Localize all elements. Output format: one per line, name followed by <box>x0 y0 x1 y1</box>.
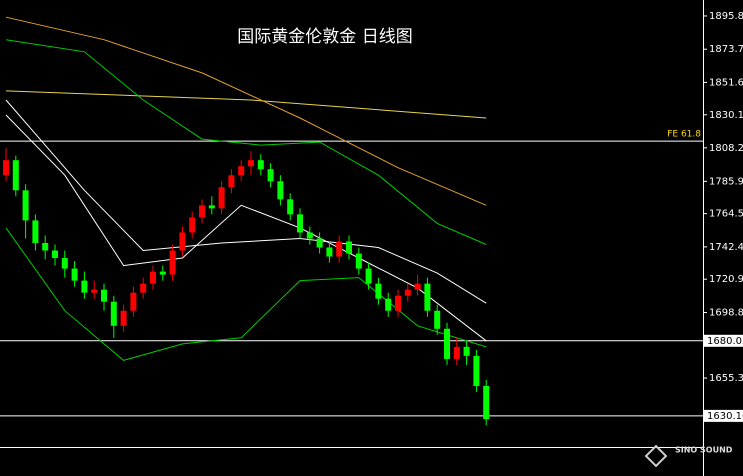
candle-body <box>424 283 431 311</box>
y-tick-label: 1764.50 <box>709 209 743 220</box>
annotation: FE 61.8 <box>667 130 701 140</box>
candle-body <box>287 199 294 215</box>
logo: SINO SOUND <box>675 446 733 455</box>
candle-body <box>228 175 235 188</box>
candle-body <box>267 169 274 182</box>
candle-body <box>61 258 68 269</box>
overlay-line <box>5 99 487 304</box>
candle-body <box>297 214 303 233</box>
chart-title: 国际黄金伦敦金 日线图 <box>237 27 412 47</box>
candle-body <box>218 187 225 209</box>
candle-body <box>404 289 411 296</box>
candle-body <box>42 242 49 251</box>
candle-body <box>306 232 313 239</box>
candle-body <box>81 280 88 293</box>
candle-body <box>91 289 98 293</box>
price-label: 1630.16 <box>707 411 743 422</box>
overlay-line <box>5 39 487 245</box>
candle-body <box>199 205 205 218</box>
candle-body <box>385 298 392 311</box>
candle-body <box>3 160 9 176</box>
candle-body <box>52 250 58 259</box>
y-tick-label: 1720.95 <box>709 274 743 285</box>
overlay-line <box>5 114 487 342</box>
candle-body <box>336 241 343 257</box>
y-tick-label: 1785.95 <box>709 176 743 187</box>
candle-body <box>463 346 470 356</box>
candle-body <box>483 386 490 420</box>
candle-body <box>150 271 156 284</box>
candle-body <box>189 217 196 233</box>
y-tick-label: 1895.80 <box>709 11 743 22</box>
price-label: 1680.03 <box>707 336 743 347</box>
candle-body <box>346 241 352 254</box>
candle-body <box>71 268 78 281</box>
candle-body <box>140 283 147 293</box>
y-tick-label: 1808.20 <box>709 143 743 154</box>
overlay-line <box>5 16 487 206</box>
candle-body <box>444 328 450 359</box>
candle-body <box>375 283 382 299</box>
candle-body <box>453 346 460 359</box>
candle-body <box>120 310 127 326</box>
price-label-box <box>704 409 743 422</box>
candle-body <box>473 355 480 387</box>
candle-body <box>414 283 421 290</box>
candle-body <box>12 160 19 191</box>
candle-body <box>434 310 441 329</box>
candle-body <box>32 220 39 243</box>
candle-body <box>248 160 254 167</box>
candle-body <box>110 301 117 326</box>
candle-body <box>365 268 372 284</box>
candle-body <box>130 292 137 311</box>
plot: 1895.80 1873.70 1851.65 1830.15 1808.20 1785.… <box>0 11 743 426</box>
candle-body <box>277 181 284 200</box>
candle-body <box>101 289 107 302</box>
y-tick-label: 1655.30 <box>709 373 743 384</box>
candle-body <box>159 271 166 275</box>
price-label-box <box>704 334 743 347</box>
y-tick-label: 1698.80 <box>709 308 743 319</box>
candle-body <box>238 166 245 176</box>
candle-body <box>179 232 186 251</box>
y-tick-label: 1873.70 <box>709 44 743 55</box>
y-tick-label: 1830.15 <box>709 110 743 121</box>
candle-body <box>395 295 401 311</box>
candle-body <box>257 160 264 170</box>
candle-body <box>316 238 323 248</box>
candle-body <box>22 190 29 221</box>
candle-body <box>208 205 215 209</box>
logo-icon <box>644 444 668 468</box>
y-tick-label: 1742.40 <box>709 242 743 253</box>
candle-body <box>326 247 333 257</box>
candle-body <box>169 250 176 275</box>
y-tick-label: 1851.65 <box>709 77 743 88</box>
candle-body <box>355 253 362 269</box>
overlay-line <box>5 90 487 119</box>
